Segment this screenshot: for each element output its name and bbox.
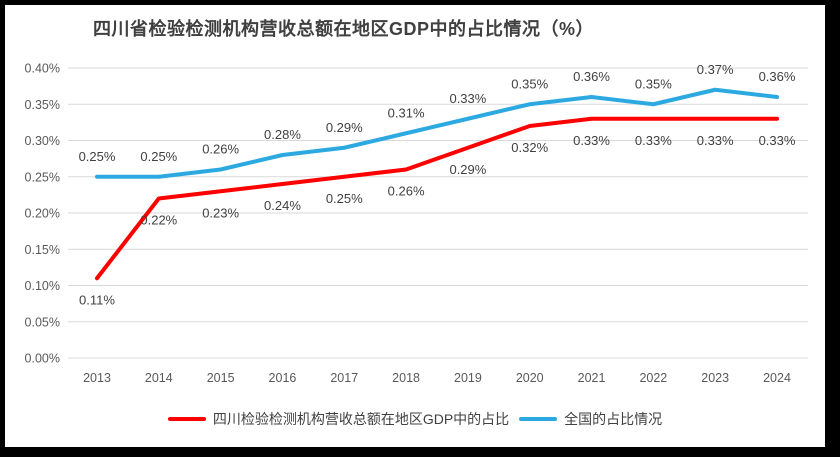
y-axis-tick-label: 0.05% bbox=[25, 315, 60, 329]
x-axis-tick-label: 2013 bbox=[83, 371, 111, 385]
data-point-label: 0.22% bbox=[140, 213, 177, 228]
data-point-label: 0.11% bbox=[79, 292, 115, 307]
x-axis-tick-label: 2017 bbox=[330, 371, 358, 385]
y-axis-tick-label: 0.15% bbox=[25, 243, 60, 257]
data-point-label: 0.26% bbox=[202, 142, 239, 157]
series-line bbox=[95, 87, 779, 179]
data-point-label: 0.28% bbox=[264, 127, 301, 142]
legend-label-national: 全国的占比情况 bbox=[564, 411, 663, 427]
data-point-label: 0.29% bbox=[449, 162, 486, 177]
x-axis-tick-label: 2024 bbox=[763, 371, 791, 385]
data-point-label: 0.32% bbox=[511, 140, 548, 155]
x-axis-tick-label: 2018 bbox=[392, 371, 420, 385]
data-point-label: 0.24% bbox=[264, 198, 301, 213]
data-point-label: 0.37% bbox=[697, 62, 734, 77]
chart-title: 四川省检验检测机构营收总额在地区GDP中的占比情况（%） bbox=[93, 19, 595, 39]
data-point-label: 0.33% bbox=[449, 91, 486, 106]
x-axis-tick-label: 2014 bbox=[145, 371, 173, 385]
legend-item-sichuan: 四川检验检测机构营收总额在地区GDP中的占比 bbox=[167, 409, 510, 429]
x-axis-tick-label: 2019 bbox=[454, 371, 482, 385]
x-axis-tick-label: 2016 bbox=[269, 371, 297, 385]
data-point-label: 0.25% bbox=[140, 149, 177, 164]
data-point-label: 0.31% bbox=[388, 105, 425, 120]
chart-canvas: 0.40% 0.35% 0.30% 0.25% 0.20% 0.15% 0.10% 0.05%… bbox=[25, 62, 808, 385]
y-axis-tick-label: 0.00% bbox=[25, 352, 60, 366]
chart-panel: 四川省检验检测机构营收总额在地区GDP中的占比情况（%） 0.40% 0.35% 0… bbox=[5, 5, 825, 447]
sichuan-line-swatch-icon bbox=[167, 417, 206, 421]
data-point-label: 0.33% bbox=[573, 133, 610, 148]
y-axis-tick-label: 0.10% bbox=[25, 279, 60, 293]
y-axis-tick-label: 0.40% bbox=[25, 62, 60, 76]
x-axis-tick-label: 2021 bbox=[578, 371, 606, 385]
y-axis-tick-label: 0.35% bbox=[25, 98, 60, 112]
data-point-label: 0.33% bbox=[635, 133, 672, 148]
legend-label-sichuan: 四川检验检测机构营收总额在地区GDP中的占比 bbox=[212, 411, 510, 427]
data-point-label: 0.36% bbox=[759, 69, 796, 84]
national-line-swatch-icon bbox=[519, 417, 558, 421]
x-axis-tick-label: 2022 bbox=[639, 371, 667, 385]
data-point-label: 0.35% bbox=[511, 76, 548, 91]
legend: 四川检验检测机构营收总额在地区GDP中的占比 全国的占比情况 bbox=[5, 407, 825, 431]
data-point-label: 0.25% bbox=[326, 191, 363, 206]
data-point-label: 0.25% bbox=[79, 149, 116, 164]
x-axis-tick-label: 2020 bbox=[516, 371, 544, 385]
data-point-label: 0.26% bbox=[388, 184, 425, 199]
x-axis-tick-label: 2023 bbox=[701, 371, 729, 385]
y-axis-tick-label: 0.30% bbox=[25, 134, 60, 148]
data-point-label: 0.33% bbox=[759, 133, 796, 148]
legend-item-national: 全国的占比情况 bbox=[519, 409, 662, 429]
y-axis-tick-label: 0.25% bbox=[25, 170, 60, 184]
data-point-label: 0.23% bbox=[202, 205, 239, 220]
data-point-label: 0.35% bbox=[635, 76, 672, 91]
data-point-label: 0.33% bbox=[697, 133, 734, 148]
data-point-label: 0.29% bbox=[326, 120, 363, 135]
data-point-label: 0.36% bbox=[573, 69, 610, 84]
series-line bbox=[95, 116, 779, 281]
y-axis-tick-label: 0.20% bbox=[25, 207, 60, 221]
x-axis-tick-label: 2015 bbox=[207, 371, 235, 385]
